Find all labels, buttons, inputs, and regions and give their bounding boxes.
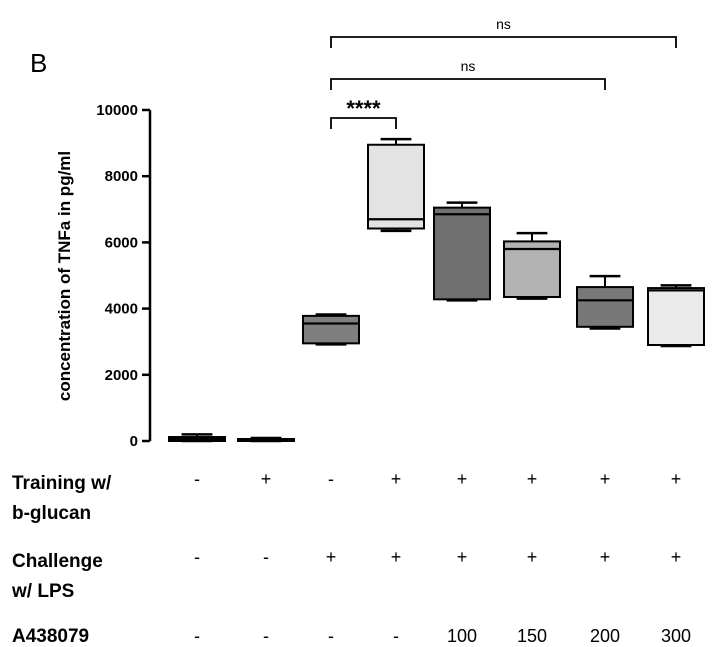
bracket-line bbox=[330, 78, 606, 90]
y-tick-label: 4000 bbox=[105, 301, 138, 318]
box-group bbox=[302, 313, 360, 346]
box-group bbox=[168, 433, 226, 443]
box bbox=[367, 143, 425, 230]
condition-row-label-line: b-glucan bbox=[12, 503, 91, 524]
condition-value: + bbox=[600, 469, 611, 489]
condition-value: - bbox=[263, 547, 269, 567]
significance-brackets: **** ns ns bbox=[330, 16, 677, 129]
condition-value: - bbox=[263, 626, 269, 646]
condition-row-label-line: Training w/ bbox=[12, 473, 112, 494]
boxes bbox=[168, 137, 705, 443]
y-ticks: 0 2000 4000 6000 8000 10000 bbox=[96, 102, 150, 450]
condition-value: 200 bbox=[590, 626, 620, 646]
condition-value: + bbox=[326, 547, 337, 567]
condition-value: 300 bbox=[661, 626, 691, 646]
condition-row-label-line: A438079 bbox=[12, 626, 89, 647]
y-tick-label: 2000 bbox=[105, 367, 138, 384]
condition-value: - bbox=[328, 626, 334, 646]
condition-row-label-line: Challenge bbox=[12, 551, 103, 572]
condition-row-label: Challenge w/ LPS bbox=[11, 551, 103, 602]
condition-value: + bbox=[527, 547, 538, 567]
box bbox=[503, 240, 561, 299]
y-tick-label: 8000 bbox=[105, 168, 138, 185]
box-group bbox=[237, 436, 295, 443]
significance-label: **** bbox=[346, 96, 381, 121]
condition-row-label-line: w/ LPS bbox=[11, 581, 74, 602]
box bbox=[647, 287, 705, 347]
box-group bbox=[367, 137, 425, 233]
box-group bbox=[647, 284, 705, 348]
condition-row-label: Training w/b-glucan bbox=[12, 473, 112, 524]
box-group bbox=[576, 274, 634, 330]
box-group bbox=[433, 201, 491, 302]
condition-value: + bbox=[457, 469, 468, 489]
condition-value: + bbox=[671, 469, 682, 489]
y-axis-label: concentration of TNFa in pg/ml bbox=[55, 151, 74, 401]
condition-value: - bbox=[393, 626, 399, 646]
condition-value: + bbox=[671, 547, 682, 567]
panel-letter: B bbox=[30, 48, 47, 78]
significance-bracket: ns bbox=[330, 58, 606, 90]
condition-value: 150 bbox=[517, 626, 547, 646]
condition-value: - bbox=[194, 547, 200, 567]
box bbox=[433, 206, 491, 301]
significance-bracket: **** bbox=[330, 96, 397, 129]
condition-value: - bbox=[194, 626, 200, 646]
box-group bbox=[503, 231, 561, 300]
y-tick-label: 10000 bbox=[96, 102, 138, 119]
condition-value: + bbox=[527, 469, 538, 489]
bracket-line bbox=[330, 117, 397, 129]
condition-table: Training w/b-glucan - + - + + + + + Challenge w/ L… bbox=[11, 469, 691, 647]
y-tick-label: 0 bbox=[130, 433, 138, 450]
significance-bracket: ns bbox=[330, 16, 677, 48]
box bbox=[576, 286, 634, 328]
condition-row-label: A438079 bbox=[12, 626, 89, 647]
condition-value: 100 bbox=[447, 626, 477, 646]
significance-label: ns bbox=[461, 58, 476, 74]
condition-value: - bbox=[328, 469, 334, 489]
condition-value: - bbox=[194, 469, 200, 489]
condition-value: + bbox=[391, 469, 402, 489]
y-tick-label: 6000 bbox=[105, 234, 138, 251]
box bbox=[302, 314, 360, 345]
significance-label: ns bbox=[496, 16, 511, 32]
condition-value: + bbox=[391, 547, 402, 567]
bracket-line bbox=[330, 36, 677, 48]
condition-value: + bbox=[261, 469, 272, 489]
condition-value: + bbox=[457, 547, 468, 567]
condition-value: + bbox=[600, 547, 611, 567]
